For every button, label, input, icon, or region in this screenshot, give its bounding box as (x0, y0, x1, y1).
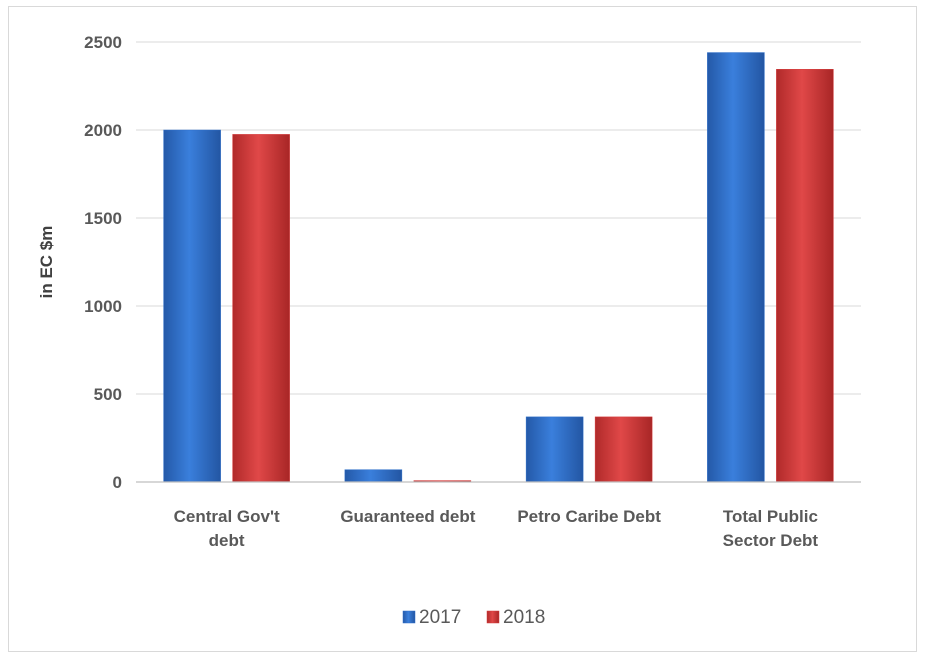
legend-swatch-2017 (402, 610, 416, 624)
bar-2018-0 (232, 134, 290, 483)
y-tick-label: 2000 (84, 121, 122, 140)
x-category-label: debt (209, 531, 245, 550)
x-category-label: Sector Debt (723, 531, 819, 550)
bar-2017-1 (344, 469, 403, 483)
bar-2018-3 (776, 69, 834, 483)
y-tick-label: 1500 (84, 209, 122, 228)
x-category-label: Guaranteed debt (340, 507, 475, 526)
bar-2017-3 (707, 52, 765, 483)
y-tick-label: 2500 (84, 33, 122, 52)
legend: 2017 2018 (402, 607, 545, 628)
x-category-label: Central Gov't (174, 507, 280, 526)
chart-frame: 0 500 1000 1500 2000 2500 Central Gov't debt Gu… (8, 6, 917, 652)
bar-2018-2 (594, 416, 653, 483)
bar-chart: 0 500 1000 1500 2000 2500 Central Gov't debt Gu… (37, 33, 861, 628)
y-tick-label: 0 (113, 473, 122, 492)
y-tick-label: 500 (94, 385, 122, 404)
bar-2017-2 (525, 416, 584, 483)
bar-2017-0 (163, 129, 221, 483)
x-category-label: Petro Caribe Debt (517, 507, 661, 526)
y-tick-label: 1000 (84, 297, 122, 316)
x-category-label: Total Public (723, 507, 818, 526)
bars: Central Gov't debt Guaranteed debt Petro Ca… (163, 52, 834, 550)
legend-swatch-2018 (486, 610, 500, 624)
y-axis-title: in EC $m (37, 226, 56, 299)
legend-label-2017: 2017 (419, 607, 461, 628)
legend-label-2018: 2018 (503, 607, 545, 628)
